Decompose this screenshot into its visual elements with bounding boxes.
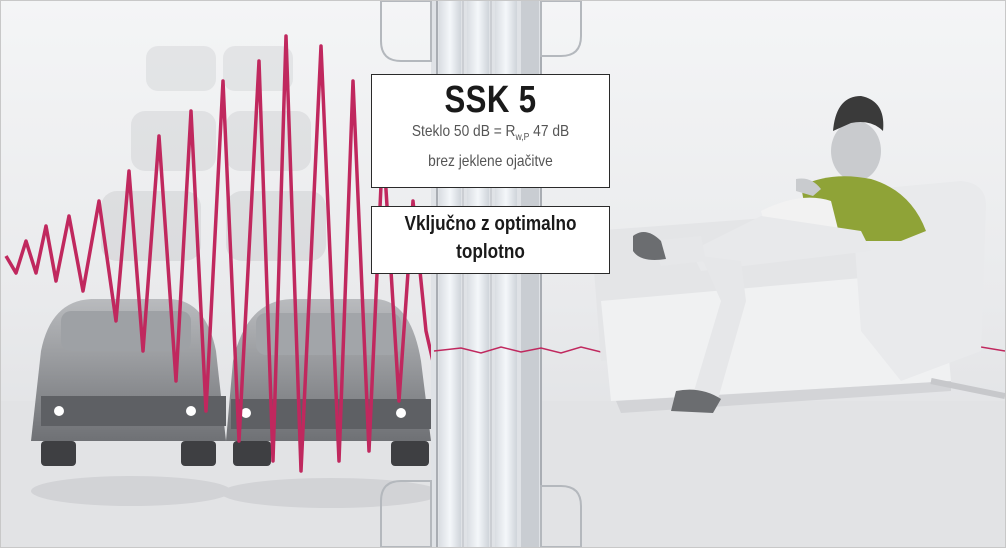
feature-line-1: Vključno z optimalno [404, 213, 577, 235]
glass-rating: Steklo 50 dB = Rw,P 47 dB [411, 123, 570, 144]
feature-line-2: toplotno [456, 241, 525, 263]
person-icon [633, 96, 926, 413]
product-info-box: SSK 5 Steklo 50 dB = Rw,P 47 dB brez jek… [371, 74, 610, 188]
feature-box: Vključno z optimalno toplotno [371, 206, 610, 274]
reinforcement-note: brez jeklene ojačitve [428, 153, 553, 171]
loud-sound-wave [4, 34, 436, 473]
product-title: SSK 5 [444, 79, 537, 121]
sofa-icon [591, 181, 1005, 413]
